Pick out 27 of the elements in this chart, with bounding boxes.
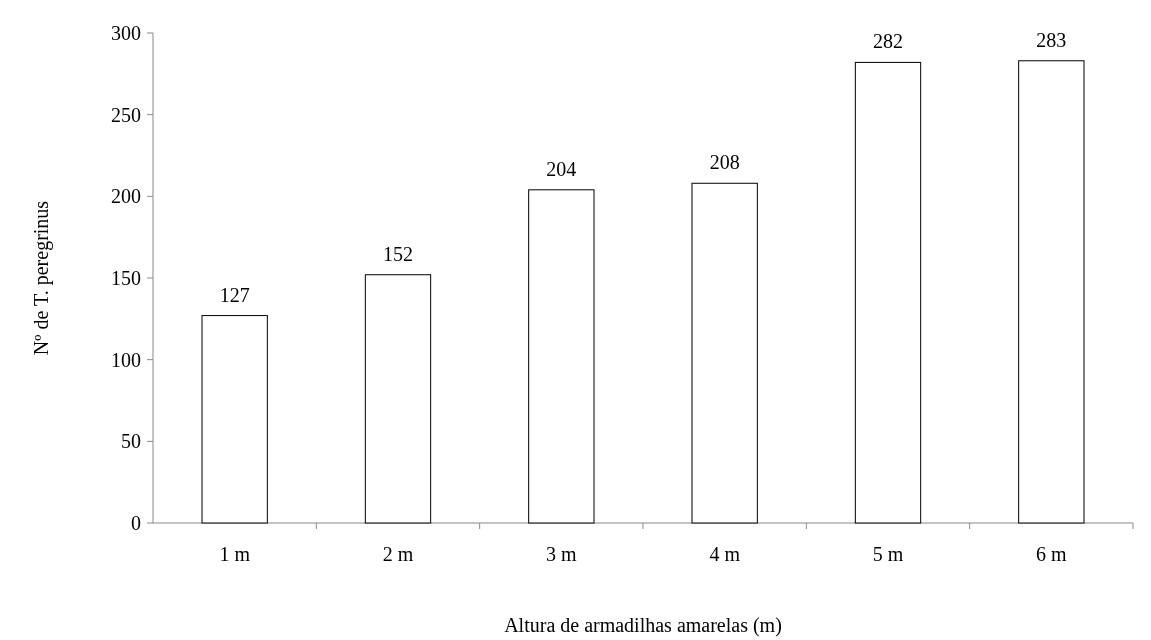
bar (691, 182, 758, 524)
x-tick-label: 5 m (872, 543, 904, 565)
x-tick-label: 1 m (219, 543, 251, 565)
x-tick-label: 2 m (382, 543, 414, 565)
y-tick-label: 150 (111, 267, 141, 289)
x-tick-label: 4 m (709, 543, 741, 565)
y-axis-title: Nº de T. peregrinus (30, 200, 53, 356)
data-label: 152 (383, 242, 413, 265)
y-tick-label: 200 (111, 185, 141, 208)
y-tick-label: 0 (131, 512, 141, 534)
y-tick-label: 300 (111, 22, 141, 44)
bar (528, 189, 595, 524)
data-label: 127 (219, 283, 250, 306)
data-label: 208 (709, 151, 740, 174)
bar (364, 274, 432, 524)
bar (1018, 60, 1085, 524)
data-label: 283 (1036, 28, 1067, 51)
y-tick-label: 100 (111, 348, 141, 371)
x-axis-title: Altura de armadilhas amarelas (m) (504, 614, 782, 637)
y-tick-label: 50 (121, 430, 141, 453)
x-tick-label: 3 m (546, 543, 578, 565)
data-label: 282 (873, 30, 903, 53)
bar (201, 315, 268, 524)
y-tick-label: 250 (111, 103, 141, 126)
x-tick-label: 6 m (1036, 543, 1068, 565)
data-label: 204 (546, 157, 577, 180)
bar (854, 61, 922, 524)
